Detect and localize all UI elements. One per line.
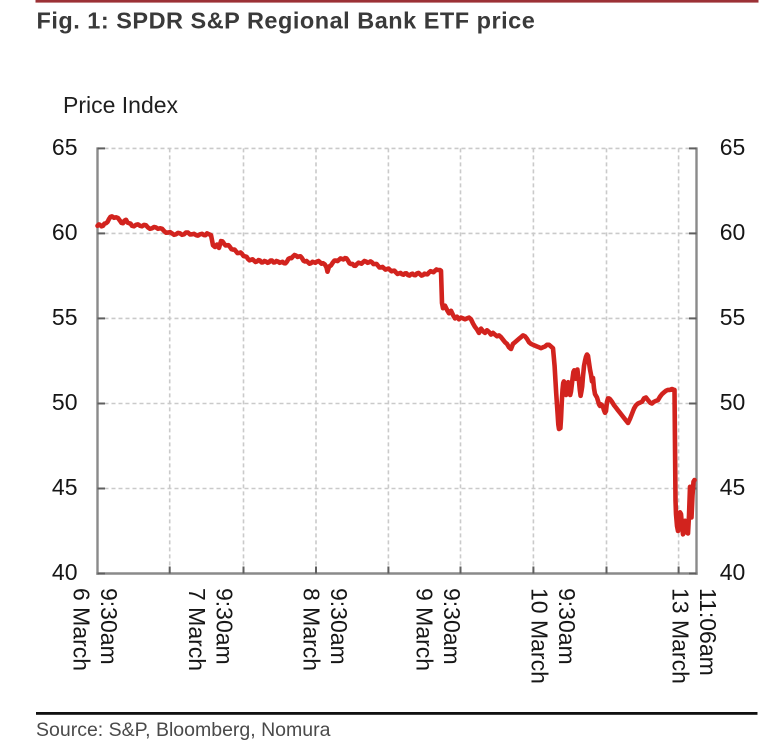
svg-text:50: 50 xyxy=(720,389,746,415)
svg-text:Source: S&P, Bloomberg, Nomura: Source: S&P, Bloomberg, Nomura xyxy=(36,719,331,741)
svg-text:11:06am13 March: 11:06am13 March xyxy=(668,588,722,684)
svg-text:55: 55 xyxy=(720,304,746,330)
svg-text:60: 60 xyxy=(52,219,78,245)
svg-text:9:30am9 March: 9:30am9 March xyxy=(411,588,465,671)
svg-text:60: 60 xyxy=(720,219,746,245)
svg-text:55: 55 xyxy=(52,304,78,330)
svg-text:Price Index: Price Index xyxy=(63,92,179,118)
svg-text:40: 40 xyxy=(52,559,78,585)
svg-text:65: 65 xyxy=(52,134,78,160)
svg-text:65: 65 xyxy=(720,134,746,160)
svg-text:9:30am8 March: 9:30am8 March xyxy=(299,588,353,671)
svg-text:40: 40 xyxy=(720,559,746,585)
svg-text:50: 50 xyxy=(52,389,78,415)
svg-text:45: 45 xyxy=(720,474,746,500)
svg-text:45: 45 xyxy=(52,474,78,500)
svg-text:9:30am10 March: 9:30am10 March xyxy=(527,588,581,684)
svg-text:9:30am6 March: 9:30am6 March xyxy=(69,588,123,671)
svg-text:Fig. 1: SPDR S&P Regional Bank: Fig. 1: SPDR S&P Regional Bank ETF price xyxy=(37,8,536,34)
svg-text:9:30am7 March: 9:30am7 March xyxy=(184,588,238,671)
